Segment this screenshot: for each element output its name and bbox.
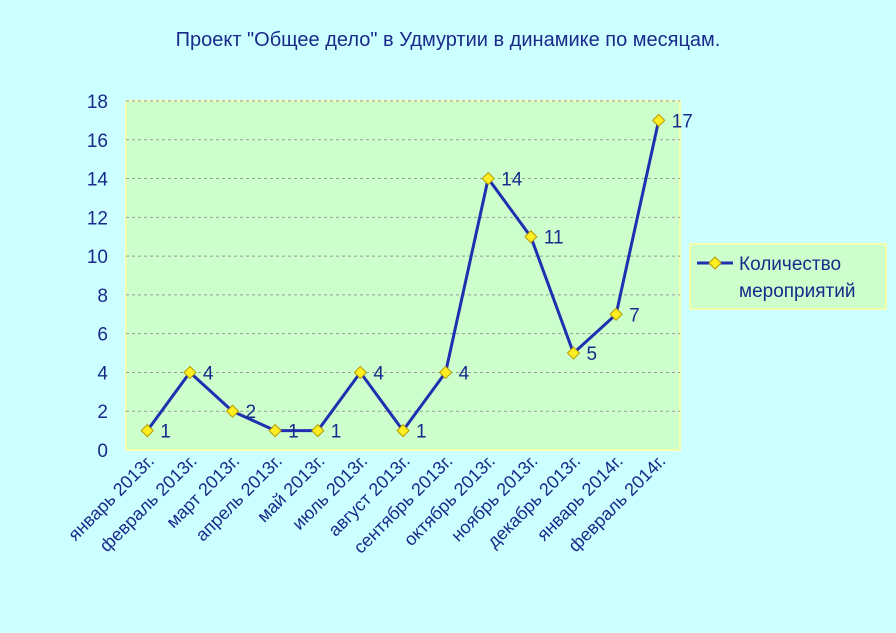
data-point <box>183 365 197 380</box>
y-tick-label: 10 <box>87 247 108 268</box>
y-axis-ticks: 0 2 4 6 8 10 12 14 16 18 <box>87 92 109 462</box>
y-tick-label: 8 <box>97 286 108 307</box>
data-point <box>609 307 623 321</box>
data-label: 2 <box>246 402 257 423</box>
data-point <box>353 365 368 380</box>
data-point <box>524 230 538 244</box>
data-label: 4 <box>203 363 214 384</box>
data-label: 1 <box>160 422 171 443</box>
data-point <box>140 423 155 438</box>
legend-marker <box>708 256 722 270</box>
data-label: 4 <box>459 363 470 384</box>
data-point <box>566 346 581 360</box>
y-tick-label: 4 <box>97 363 108 384</box>
svg-text:Количество мероприятий: Количество мероприятий <box>739 254 855 302</box>
data-point <box>651 113 666 128</box>
plot-area <box>125 100 681 451</box>
y-tick-label: 16 <box>87 131 108 152</box>
legend: Количество мероприятий <box>689 243 887 310</box>
data-point <box>396 423 410 438</box>
data-label: 1 <box>331 422 342 443</box>
x-axis-ticks: январь 2013г.февраль 2013г.март 2013г.ап… <box>64 451 669 558</box>
data-point <box>268 423 282 438</box>
legend-label-line1: Количество <box>739 254 841 275</box>
data-label: 4 <box>373 363 384 384</box>
y-tick-label: 18 <box>87 92 108 113</box>
y-tick-label: 6 <box>97 325 108 346</box>
gridlines <box>126 100 680 412</box>
data-label: 17 <box>672 111 693 132</box>
legend-box <box>689 243 887 310</box>
data-label: 1 <box>416 422 427 443</box>
y-tick-label: 2 <box>97 402 108 423</box>
data-label: 14 <box>501 170 523 191</box>
legend-label-line2: мероприятий <box>739 281 855 302</box>
data-point <box>481 171 495 186</box>
y-tick-label: 12 <box>87 208 108 229</box>
y-tick-label: 14 <box>87 170 109 191</box>
data-point <box>225 404 240 418</box>
chart-title: Проект "Общее дело" в Удмуртии в динамик… <box>176 29 721 51</box>
data-point <box>438 365 453 380</box>
data-label: 5 <box>586 344 597 365</box>
y-tick-label: 0 <box>97 441 108 462</box>
data-label: 7 <box>629 305 640 326</box>
data-label: 11 <box>544 228 564 249</box>
data-point <box>311 423 325 438</box>
data-markers <box>140 113 666 438</box>
data-label: 1 <box>288 422 299 443</box>
